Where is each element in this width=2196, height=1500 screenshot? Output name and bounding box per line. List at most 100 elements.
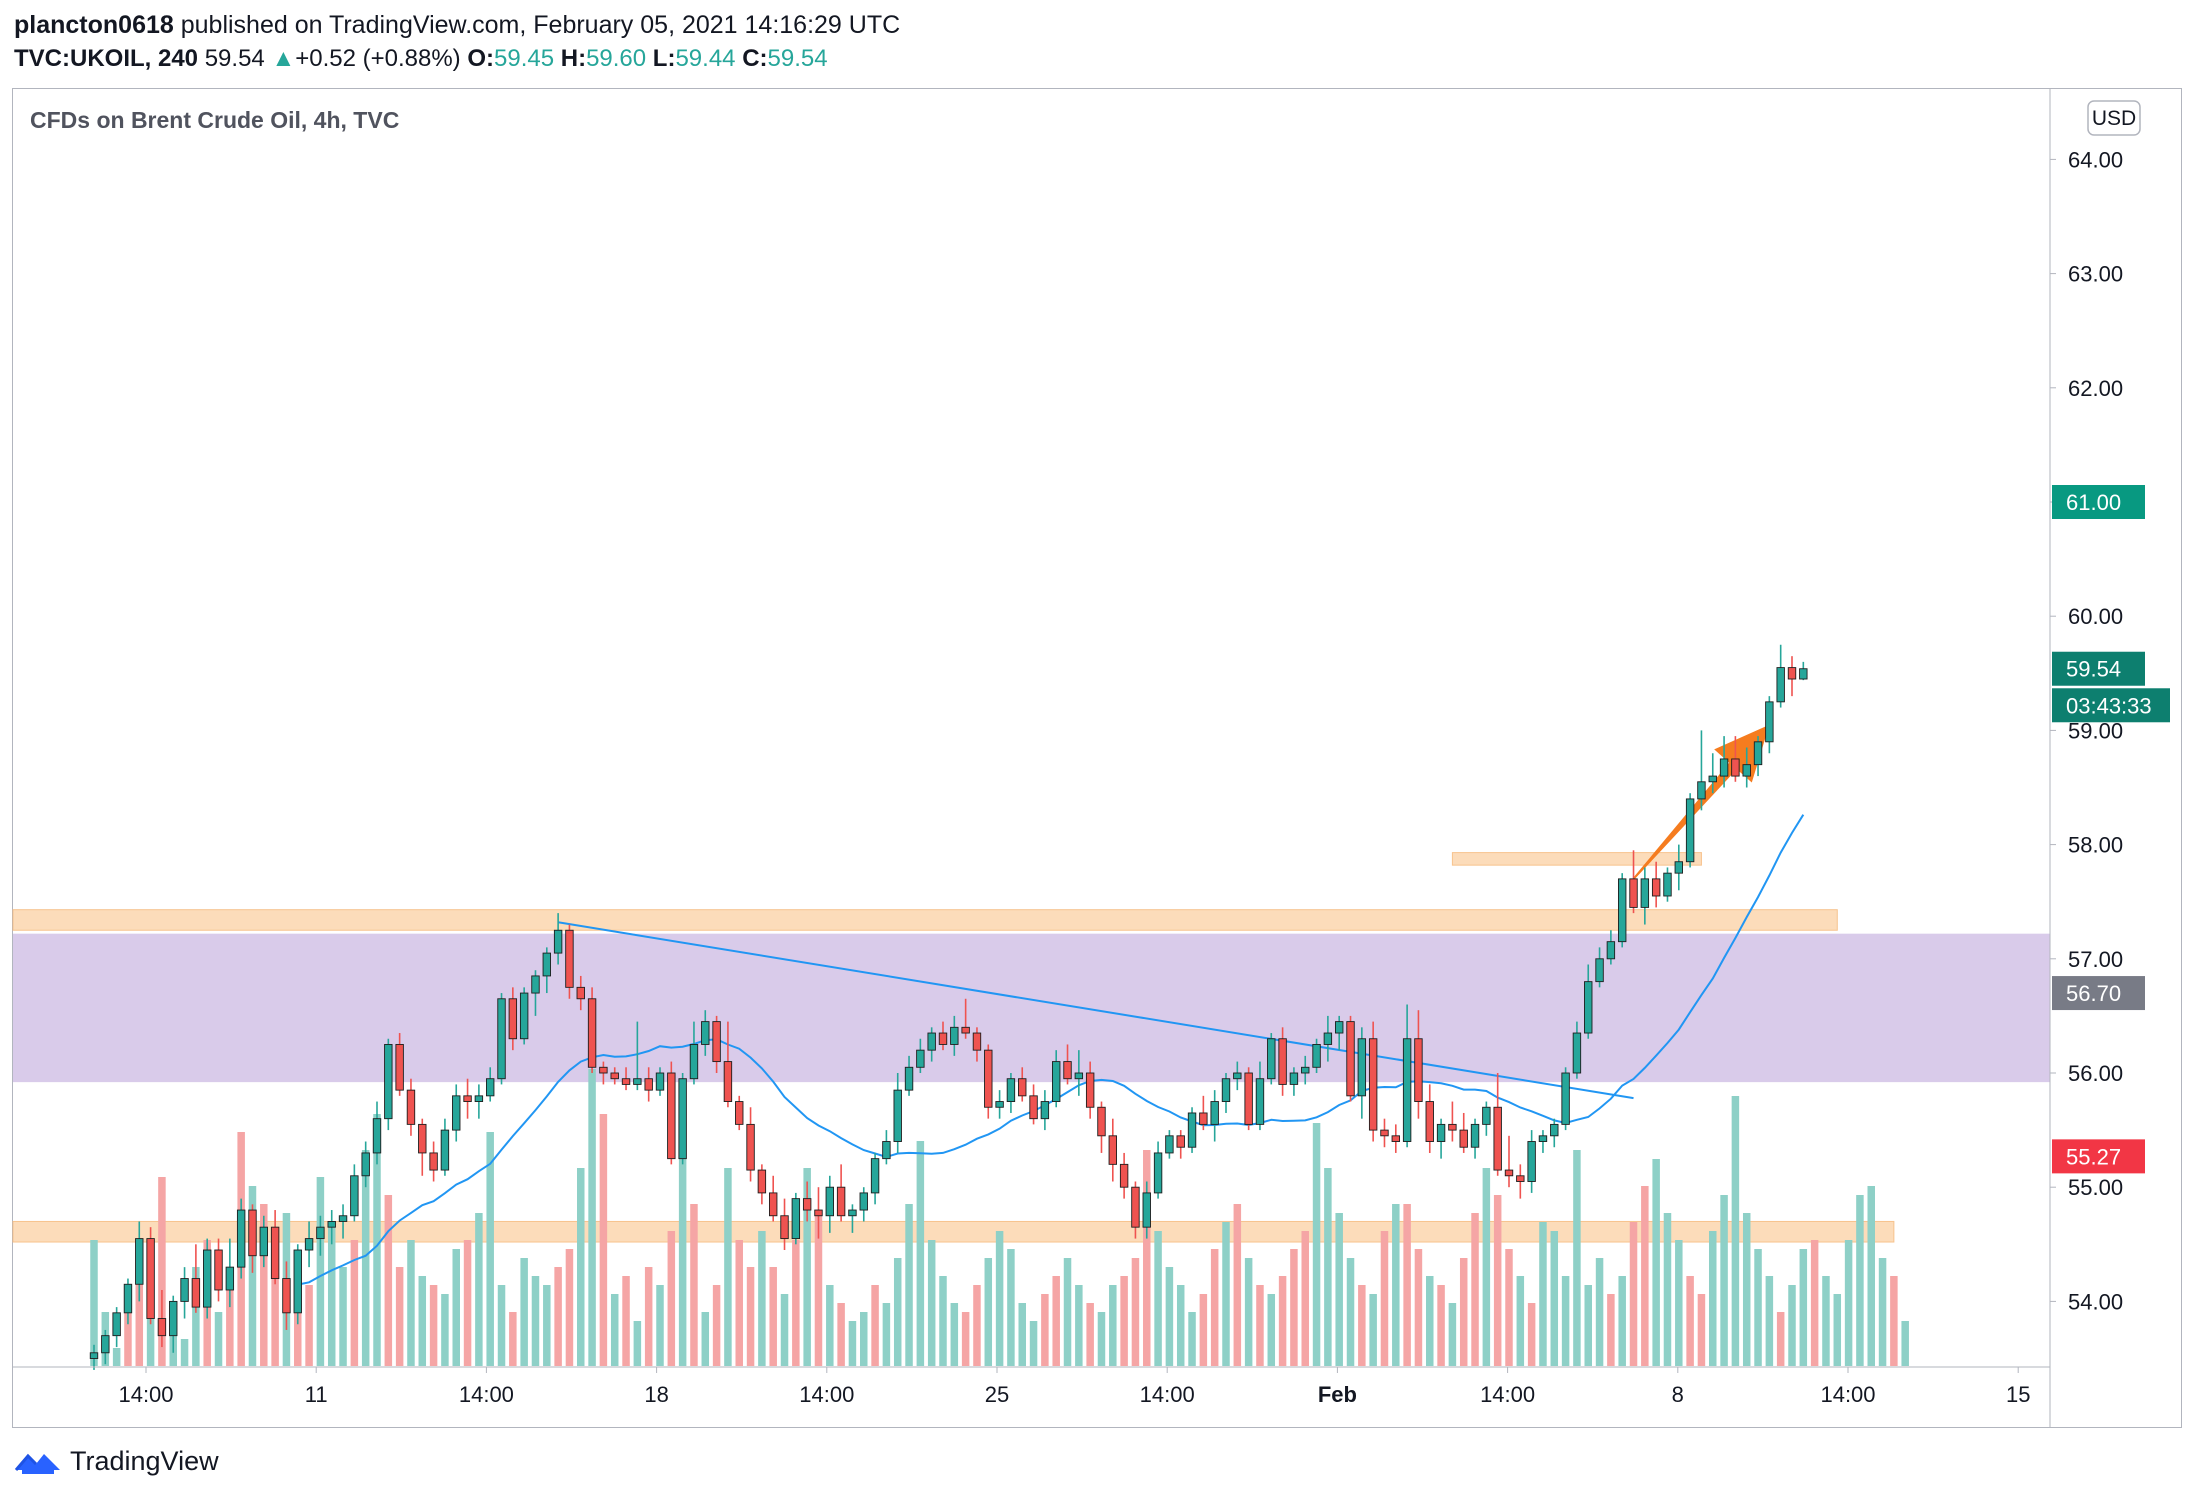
candle[interactable]	[1561, 1067, 1570, 1131]
candle[interactable]	[1550, 1118, 1559, 1148]
candle[interactable]	[282, 1261, 291, 1330]
candle[interactable]	[1165, 1130, 1174, 1159]
candle[interactable]	[995, 1090, 1004, 1119]
candle[interactable]	[1595, 947, 1604, 988]
candle[interactable]	[1244, 1067, 1253, 1131]
candle[interactable]	[1459, 1112, 1468, 1153]
supply-demand-zone[interactable]	[13, 933, 2050, 1083]
candle[interactable]	[486, 1067, 495, 1102]
candle[interactable]	[859, 1187, 868, 1222]
candle[interactable]	[293, 1244, 302, 1325]
candle[interactable]	[1629, 850, 1638, 914]
candle[interactable]	[1357, 1027, 1367, 1119]
candle[interactable]	[1606, 930, 1616, 965]
candle[interactable]	[938, 1021, 948, 1051]
candle[interactable]	[1006, 1073, 1016, 1113]
candle[interactable]	[1119, 1152, 1129, 1199]
candle[interactable]	[1697, 730, 1706, 811]
candle[interactable]	[1210, 1090, 1219, 1142]
candle[interactable]	[802, 1181, 812, 1222]
candle[interactable]	[1063, 1044, 1072, 1085]
candle[interactable]	[350, 1164, 359, 1222]
candle[interactable]	[429, 1141, 438, 1182]
candle[interactable]	[1708, 753, 1717, 794]
candle[interactable]	[497, 993, 506, 1085]
candle[interactable]	[1278, 1027, 1287, 1096]
candle[interactable]	[1380, 1118, 1389, 1148]
candle[interactable]	[304, 1221, 314, 1268]
candle[interactable]	[1402, 1004, 1412, 1148]
candle[interactable]	[927, 1027, 936, 1062]
candle[interactable]	[904, 1055, 914, 1096]
candle[interactable]	[1617, 873, 1627, 948]
candle[interactable]	[984, 1044, 993, 1119]
candle[interactable]	[1584, 964, 1593, 1039]
level-zone[interactable]	[12, 909, 1838, 931]
candle[interactable]	[1255, 1061, 1265, 1131]
candle[interactable]	[191, 1244, 201, 1313]
candle[interactable]	[1312, 1038, 1321, 1073]
candle[interactable]	[542, 947, 551, 994]
candle[interactable]	[338, 1204, 348, 1239]
candle[interactable]	[1731, 736, 1740, 782]
candle[interactable]	[848, 1204, 857, 1233]
candle[interactable]	[1142, 1181, 1151, 1239]
candle[interactable]	[1674, 844, 1684, 891]
candle[interactable]	[972, 1027, 982, 1062]
candle[interactable]	[1799, 661, 1808, 681]
candle[interactable]	[712, 1015, 721, 1073]
candle[interactable]	[112, 1307, 121, 1348]
candle[interactable]	[508, 987, 518, 1051]
candle[interactable]	[757, 1164, 767, 1205]
candle[interactable]	[893, 1073, 902, 1153]
candle[interactable]	[1538, 1130, 1548, 1153]
moving-average-line[interactable]	[297, 814, 1805, 1286]
candle[interactable]	[225, 1238, 235, 1308]
candle[interactable]	[452, 1084, 461, 1142]
candle[interactable]	[1414, 1010, 1423, 1119]
candle[interactable]	[463, 1078, 472, 1119]
candle[interactable]	[406, 1078, 416, 1136]
candle[interactable]	[1221, 1073, 1231, 1113]
candle[interactable]	[1097, 1101, 1106, 1153]
candle[interactable]	[1719, 736, 1729, 788]
candle[interactable]	[135, 1221, 144, 1302]
candle[interactable]	[655, 1067, 665, 1096]
candle[interactable]	[1391, 1124, 1401, 1153]
candle[interactable]	[1651, 861, 1661, 908]
candle[interactable]	[474, 1084, 484, 1119]
candle[interactable]	[1572, 1021, 1582, 1079]
candle[interactable]	[1448, 1101, 1457, 1142]
candle[interactable]	[723, 1021, 733, 1108]
candle[interactable]	[836, 1164, 846, 1222]
candle[interactable]	[735, 1095, 744, 1131]
candle[interactable]	[1516, 1164, 1525, 1199]
candle[interactable]	[1199, 1095, 1208, 1131]
candle[interactable]	[1368, 1021, 1378, 1142]
candle[interactable]	[1051, 1050, 1061, 1108]
candle[interactable]	[1685, 793, 1695, 868]
candle[interactable]	[633, 1021, 642, 1091]
candle[interactable]	[1029, 1084, 1038, 1125]
candle[interactable]	[519, 987, 529, 1045]
candle[interactable]	[146, 1227, 155, 1325]
candle[interactable]	[599, 1061, 608, 1085]
candle[interactable]	[916, 1038, 925, 1073]
level-zone[interactable]	[12, 1220, 1895, 1243]
candle[interactable]	[565, 924, 574, 999]
candle[interactable]	[372, 1101, 382, 1165]
candle[interactable]	[678, 1073, 687, 1165]
candle[interactable]	[1085, 1061, 1095, 1119]
author-name[interactable]: plancton0618	[14, 11, 174, 39]
candle[interactable]	[1504, 1135, 1514, 1188]
candle[interactable]	[1425, 1084, 1434, 1153]
candle[interactable]	[248, 1204, 257, 1273]
candle[interactable]	[950, 1015, 959, 1056]
candle[interactable]	[882, 1130, 891, 1165]
candle[interactable]	[384, 1038, 393, 1131]
candle[interactable]	[791, 1192, 801, 1245]
candle[interactable]	[1753, 736, 1763, 777]
currency-button-bg[interactable]	[2087, 100, 2141, 136]
candle[interactable]	[1482, 1101, 1491, 1136]
